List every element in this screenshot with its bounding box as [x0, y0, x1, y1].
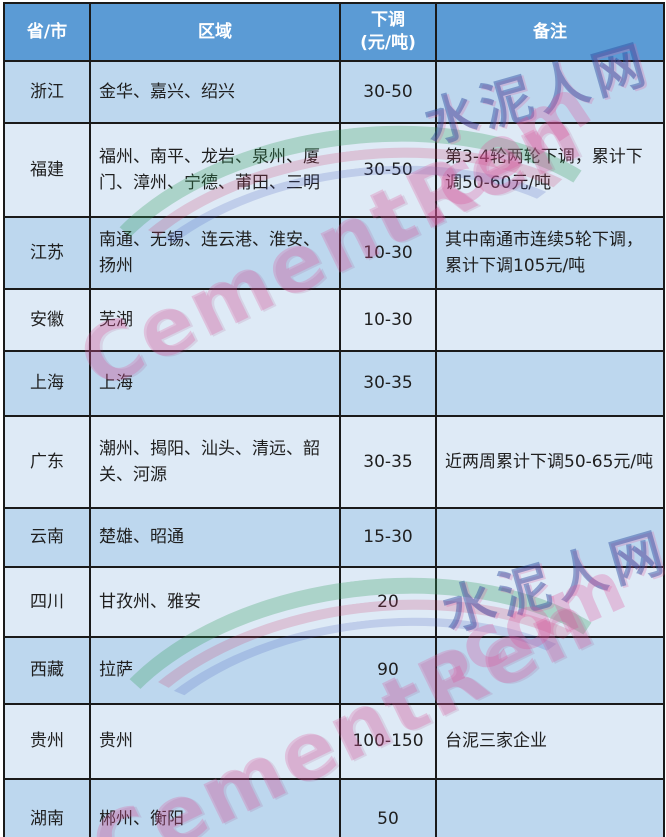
cell-province: 广东 [3, 415, 91, 509]
cell-regions: 福州、南平、龙岩、泉州、厦门、漳州、宁德、莆田、三明 [89, 122, 341, 218]
col-header-province: 省/市 [3, 2, 91, 62]
table-row: 云南 楚雄、昭通 15-30 [3, 507, 665, 568]
cell-reduction: 50 [339, 778, 437, 837]
cell-province: 江苏 [3, 216, 91, 290]
cell-regions: 上海 [89, 350, 341, 417]
cement-price-table: 省/市 区域 下调 (元/吨) 备注 浙江 金华、嘉兴、绍兴 30-50 福建 福州、南… [3, 2, 665, 837]
table-row: 湖南 郴州、衡阳 50 [3, 778, 665, 837]
cell-remark: 近两周累计下调50-65元/吨 [435, 415, 665, 509]
col-header-regions: 区域 [89, 2, 341, 62]
cell-regions: 郴州、衡阳 [89, 778, 341, 837]
cell-reduction: 30-50 [339, 122, 437, 218]
table-row: 江苏 南通、无锡、连云港、淮安、扬州 10-30 其中南通市连续5轮下调，累计下调10… [3, 216, 665, 290]
col-header-remark: 备注 [435, 2, 665, 62]
cell-reduction: 10-30 [339, 216, 437, 290]
cell-remark [435, 636, 665, 705]
cell-regions: 拉萨 [89, 636, 341, 705]
cell-reduction: 30-35 [339, 350, 437, 417]
cell-regions: 楚雄、昭通 [89, 507, 341, 568]
cell-province: 西藏 [3, 636, 91, 705]
cell-province: 福建 [3, 122, 91, 218]
cell-province: 云南 [3, 507, 91, 568]
cell-reduction: 10-30 [339, 288, 437, 352]
cell-remark: 其中南通市连续5轮下调，累计下调105元/吨 [435, 216, 665, 290]
table-row: 贵州 贵州 100-150 台泥三家企业 [3, 703, 665, 780]
cell-regions: 潮州、揭阳、汕头、清远、韶关、河源 [89, 415, 341, 509]
table-row: 安徽 芜湖 10-30 [3, 288, 665, 352]
cell-province: 四川 [3, 566, 91, 638]
cell-remark: 台泥三家企业 [435, 703, 665, 780]
cell-reduction: 30-50 [339, 60, 437, 124]
cell-remark: 第3-4轮两轮下调，累计下调50-60元/吨 [435, 122, 665, 218]
table-row: 上海 上海 30-35 [3, 350, 665, 417]
cell-province: 浙江 [3, 60, 91, 124]
cell-reduction: 20 [339, 566, 437, 638]
cell-regions: 南通、无锡、连云港、淮安、扬州 [89, 216, 341, 290]
col-header-reduction: 下调 (元/吨) [339, 2, 437, 62]
cell-remark [435, 288, 665, 352]
cell-remark [435, 778, 665, 837]
table-row: 四川 甘孜州、雅安 20 [3, 566, 665, 638]
cell-province: 安徽 [3, 288, 91, 352]
cell-regions: 甘孜州、雅安 [89, 566, 341, 638]
cell-province: 湖南 [3, 778, 91, 837]
cell-reduction: 100-150 [339, 703, 437, 780]
cell-regions: 芜湖 [89, 288, 341, 352]
table-body: 浙江 金华、嘉兴、绍兴 30-50 福建 福州、南平、龙岩、泉州、厦门、漳州、宁德、莆田… [3, 60, 665, 837]
table-row: 浙江 金华、嘉兴、绍兴 30-50 [3, 60, 665, 124]
header-row: 省/市 区域 下调 (元/吨) 备注 [3, 2, 665, 62]
table-row: 西藏 拉萨 90 [3, 636, 665, 705]
cell-reduction: 90 [339, 636, 437, 705]
cell-regions: 金华、嘉兴、绍兴 [89, 60, 341, 124]
cell-remark [435, 566, 665, 638]
cell-remark [435, 60, 665, 124]
table-row: 福建 福州、南平、龙岩、泉州、厦门、漳州、宁德、莆田、三明 30-50 第3-4轮两轮… [3, 122, 665, 218]
cell-regions: 贵州 [89, 703, 341, 780]
cell-remark [435, 350, 665, 417]
cell-reduction: 15-30 [339, 507, 437, 568]
cell-remark [435, 507, 665, 568]
cell-province: 上海 [3, 350, 91, 417]
cell-reduction: 30-35 [339, 415, 437, 509]
cell-province: 贵州 [3, 703, 91, 780]
table-row: 广东 潮州、揭阳、汕头、清远、韶关、河源 30-35 近两周累计下调50-65元/吨 [3, 415, 665, 509]
